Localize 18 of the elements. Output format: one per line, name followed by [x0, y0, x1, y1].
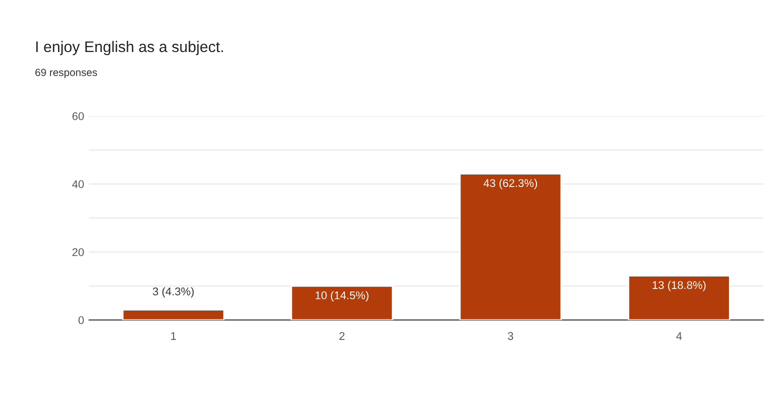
bar: [628, 275, 730, 320]
chart-title: I enjoy English as a subject.: [36, 40, 223, 56]
y-tick-label: 20: [72, 248, 84, 256]
data-label: 43 (62.3%): [484, 178, 538, 190]
data-label: 13 (18.8%): [652, 280, 706, 292]
y-tick-label: 40: [72, 180, 84, 188]
chart-subtitle: 69 responses: [35, 68, 98, 78]
x-tick-label: 3: [508, 332, 514, 340]
y-tick-label: 0: [78, 316, 84, 324]
bar: [122, 309, 225, 320]
x-tick-label: 1: [171, 332, 176, 340]
data-label: 3 (4.3%): [152, 287, 194, 298]
y-tick-label: 60: [72, 112, 84, 120]
x-tick-label: 2: [339, 332, 344, 340]
data-label: 10 (14.5%): [316, 291, 368, 302]
x-tick-label: 4: [676, 332, 682, 340]
bar: [290, 285, 394, 320]
bar: [459, 173, 562, 320]
